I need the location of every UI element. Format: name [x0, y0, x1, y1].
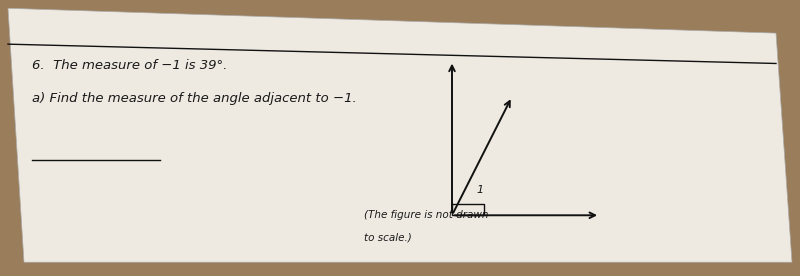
Polygon shape: [8, 8, 792, 262]
Text: (The figure is not drawn: (The figure is not drawn: [364, 210, 489, 220]
Text: to scale.): to scale.): [364, 232, 412, 242]
Text: a) Find the measure of the angle adjacent to −1.: a) Find the measure of the angle adjacen…: [32, 92, 357, 105]
Text: 6.  The measure of −1 is 39°.: 6. The measure of −1 is 39°.: [32, 59, 227, 72]
Text: 1: 1: [476, 185, 483, 195]
